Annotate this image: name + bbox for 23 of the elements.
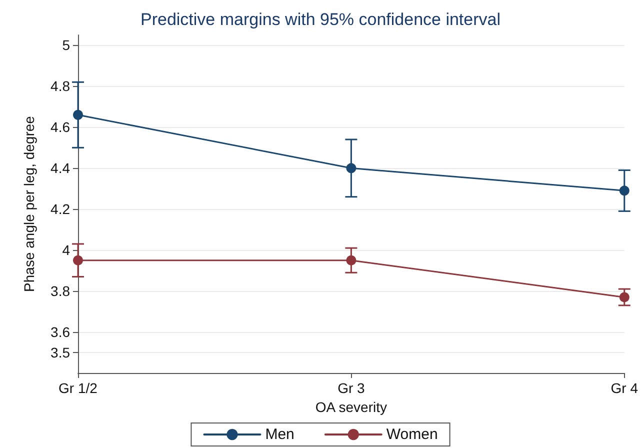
y-tick-label: 5: [62, 37, 70, 54]
y-tick-label: 3.5: [50, 344, 70, 361]
chart-title: Predictive margins with 95% confidence interval: [140, 10, 501, 29]
y-axis-title: Phase angle per leg, degree: [21, 116, 37, 292]
legend-label: Women: [386, 426, 438, 443]
legend-label: Men: [265, 426, 294, 443]
x-tick-label: Gr 1/2: [58, 380, 98, 396]
x-tick-label: Gr 3: [338, 380, 366, 396]
y-tick-label: 4.4: [50, 160, 70, 176]
y-tick-label: 4.8: [50, 78, 70, 94]
point: [619, 186, 630, 196]
point: [73, 110, 83, 120]
x-tick-label: Gr 4: [610, 380, 638, 396]
point: [73, 255, 83, 266]
x-axis-title: OA severity: [315, 398, 387, 415]
point: [619, 292, 630, 302]
point: [346, 255, 356, 266]
y-tick-label: 4.6: [50, 119, 70, 136]
y-tick-label: 4.2: [50, 201, 70, 218]
y-tick-label: 3.8: [50, 283, 70, 300]
point: [346, 163, 356, 174]
y-tick-label: 3.6: [50, 324, 70, 340]
y-tick-label: 4: [62, 242, 70, 258]
